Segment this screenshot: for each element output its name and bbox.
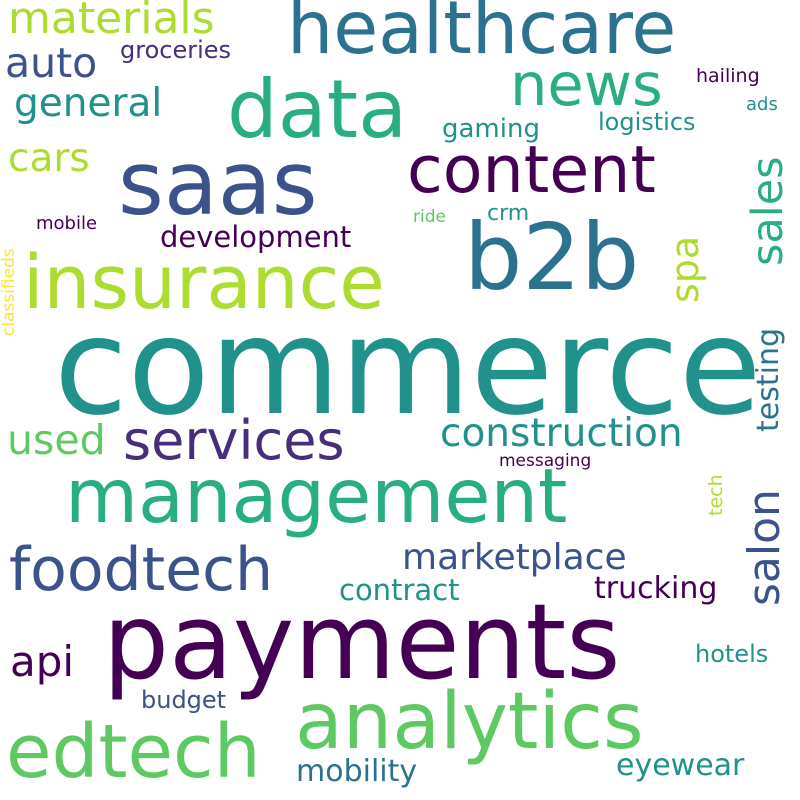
word-analytics: analytics xyxy=(295,677,644,767)
word-used: used xyxy=(7,416,106,464)
word-healthcare: healthcare xyxy=(287,0,677,71)
word-marketplace: marketplace xyxy=(402,537,627,578)
word-budget: budget xyxy=(141,686,227,714)
word-insurance: insurance xyxy=(23,240,385,326)
word-trucking: trucking xyxy=(594,571,718,606)
word-construction: construction xyxy=(440,411,683,456)
word-crm: crm xyxy=(487,201,530,226)
word-testing: testing xyxy=(751,327,786,432)
word-materials: materials xyxy=(8,0,215,44)
word-salon: salon xyxy=(739,489,790,606)
word-classifieds: classifieds xyxy=(0,248,19,336)
word-eyewear: eyewear xyxy=(616,748,745,783)
word-news: news xyxy=(510,50,663,119)
word-mobile: mobile xyxy=(36,213,98,234)
word-tech: tech xyxy=(705,474,727,516)
word-gaming: gaming xyxy=(442,114,540,144)
word-foodtech: foodtech xyxy=(9,535,274,605)
word-ride: ride xyxy=(413,207,446,227)
word-groceries: groceries xyxy=(120,36,232,64)
word-auto: auto xyxy=(5,39,98,87)
word-services: services xyxy=(123,409,345,472)
word-logistics: logistics xyxy=(598,108,696,136)
word-content: content xyxy=(407,133,656,208)
word-data: data xyxy=(227,63,408,156)
word-spa: spa xyxy=(663,235,707,303)
word-ads: ads xyxy=(746,94,778,115)
word-hotels: hotels xyxy=(695,640,769,668)
word-saas: saas xyxy=(118,132,318,235)
word-b2b: b2b xyxy=(464,204,640,311)
word-contract: contract xyxy=(339,573,460,607)
word-messaging: messaging xyxy=(499,451,592,471)
word-sales: sales xyxy=(743,156,793,266)
word-development: development xyxy=(160,220,352,254)
word-general: general xyxy=(14,81,163,126)
word-hailing: hailing xyxy=(696,65,760,87)
word-api: api xyxy=(10,637,75,686)
word-payments: payments xyxy=(103,581,621,703)
word-commerce: commerce xyxy=(54,289,762,445)
word-edtech: edtech xyxy=(6,709,261,795)
word-management: management xyxy=(65,452,568,540)
word-mobility: mobility xyxy=(296,754,418,789)
word-cars: cars xyxy=(8,136,90,181)
